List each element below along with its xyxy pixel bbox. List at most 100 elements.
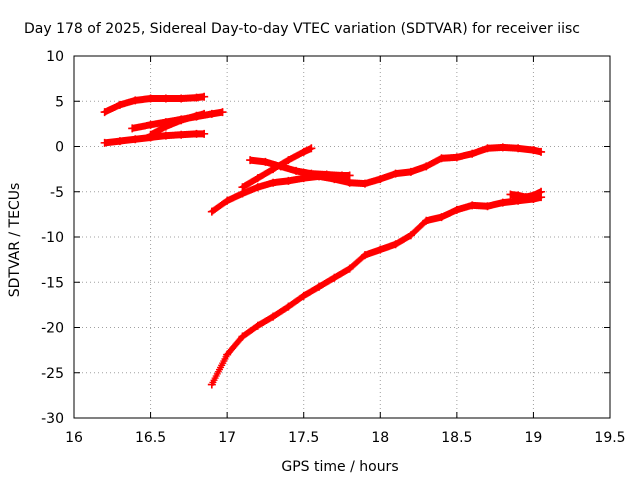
data-point (200, 109, 209, 118)
data-point (376, 245, 385, 254)
data-point (207, 207, 216, 216)
data-point (192, 111, 201, 120)
data-point (376, 175, 385, 184)
y-tick-label: -5 (50, 185, 64, 201)
data-point (177, 130, 186, 139)
data-point (315, 282, 324, 291)
data-point (422, 162, 431, 171)
axis-ticks: 16 16.5 17 17.5 18 18.5 19 19.5 -30 -25 -20 -15 -10 -… (41, 49, 625, 446)
y-tick-label: -30 (41, 411, 64, 427)
data-point (322, 170, 331, 179)
data-point (406, 167, 415, 176)
data-point (161, 122, 170, 131)
x-tick-label: 17 (218, 430, 236, 446)
series-arc-4 (146, 109, 209, 139)
data-point (437, 154, 446, 163)
data-point (238, 332, 247, 341)
x-tick-label: 16 (65, 430, 83, 446)
y-tick-label: -15 (41, 275, 64, 291)
data-point (391, 169, 400, 178)
y-tick-label: -25 (41, 366, 64, 382)
data-point (452, 205, 461, 214)
data-point (192, 129, 201, 138)
x-tick-label: 18 (371, 430, 389, 446)
data-point (223, 350, 232, 359)
data-point (483, 202, 492, 211)
series-arc-3 (100, 129, 209, 147)
data-point (269, 165, 278, 174)
data-point (529, 191, 538, 200)
data-point (498, 143, 507, 152)
y-tick-label: 10 (46, 49, 64, 65)
data-point (284, 156, 293, 165)
data-point (483, 144, 492, 153)
series-arc-9 (506, 187, 546, 202)
data-point (146, 130, 155, 139)
data-point (360, 251, 369, 260)
data-point (146, 94, 155, 103)
data-point (146, 120, 155, 129)
data-point (253, 174, 262, 183)
data-point (100, 138, 109, 147)
data-point (514, 144, 523, 153)
x-tick-label: 16.5 (135, 430, 166, 446)
data-point (514, 191, 523, 200)
data-point (284, 302, 293, 311)
grid (74, 56, 610, 418)
data-point (100, 108, 109, 117)
x-tick-label: 17.5 (288, 430, 319, 446)
y-tick-label: 0 (55, 140, 64, 156)
data-point (422, 216, 431, 225)
data-point (537, 187, 546, 196)
data-point (330, 273, 339, 282)
y-axis-label: SDTVAR / TECUs (7, 183, 23, 298)
data-point (161, 94, 170, 103)
y-tick-label: -20 (41, 321, 64, 337)
data-point (207, 380, 216, 389)
data-point (161, 131, 170, 140)
data-point (307, 169, 316, 178)
data-point (246, 156, 255, 165)
data-point (200, 92, 209, 101)
data-point (192, 93, 201, 102)
series-arc-7 (238, 144, 316, 192)
data-point (131, 96, 140, 105)
data-point (238, 183, 247, 192)
data-series (100, 92, 546, 389)
data-point (200, 129, 209, 138)
data-point (299, 291, 308, 300)
data-point (307, 144, 316, 153)
data-point (537, 147, 546, 156)
data-point (468, 149, 477, 158)
series-arc-1 (100, 92, 209, 117)
series-arc-5 (207, 143, 546, 216)
data-point (292, 166, 301, 175)
data-point (115, 100, 124, 109)
x-axis-label: GPS time / hours (281, 459, 398, 475)
data-point (177, 116, 186, 125)
data-point (498, 198, 507, 207)
data-point (207, 109, 216, 118)
data-point (115, 137, 124, 146)
y-tick-label: 5 (55, 94, 64, 110)
data-point (437, 213, 446, 222)
data-point (269, 312, 278, 321)
y-tick-label: -10 (41, 230, 64, 246)
data-point (299, 147, 308, 156)
data-point (338, 171, 346, 180)
data-point (131, 135, 140, 144)
data-point (452, 153, 461, 162)
data-point (345, 264, 354, 273)
data-point (223, 196, 232, 205)
data-point (360, 179, 369, 188)
data-point (261, 157, 270, 166)
data-point (128, 124, 137, 133)
x-tick-label: 18.5 (441, 430, 472, 446)
data-point (345, 178, 354, 187)
data-point (177, 94, 186, 103)
data-point (529, 146, 538, 155)
data-point (218, 108, 227, 117)
data-point (506, 190, 515, 199)
